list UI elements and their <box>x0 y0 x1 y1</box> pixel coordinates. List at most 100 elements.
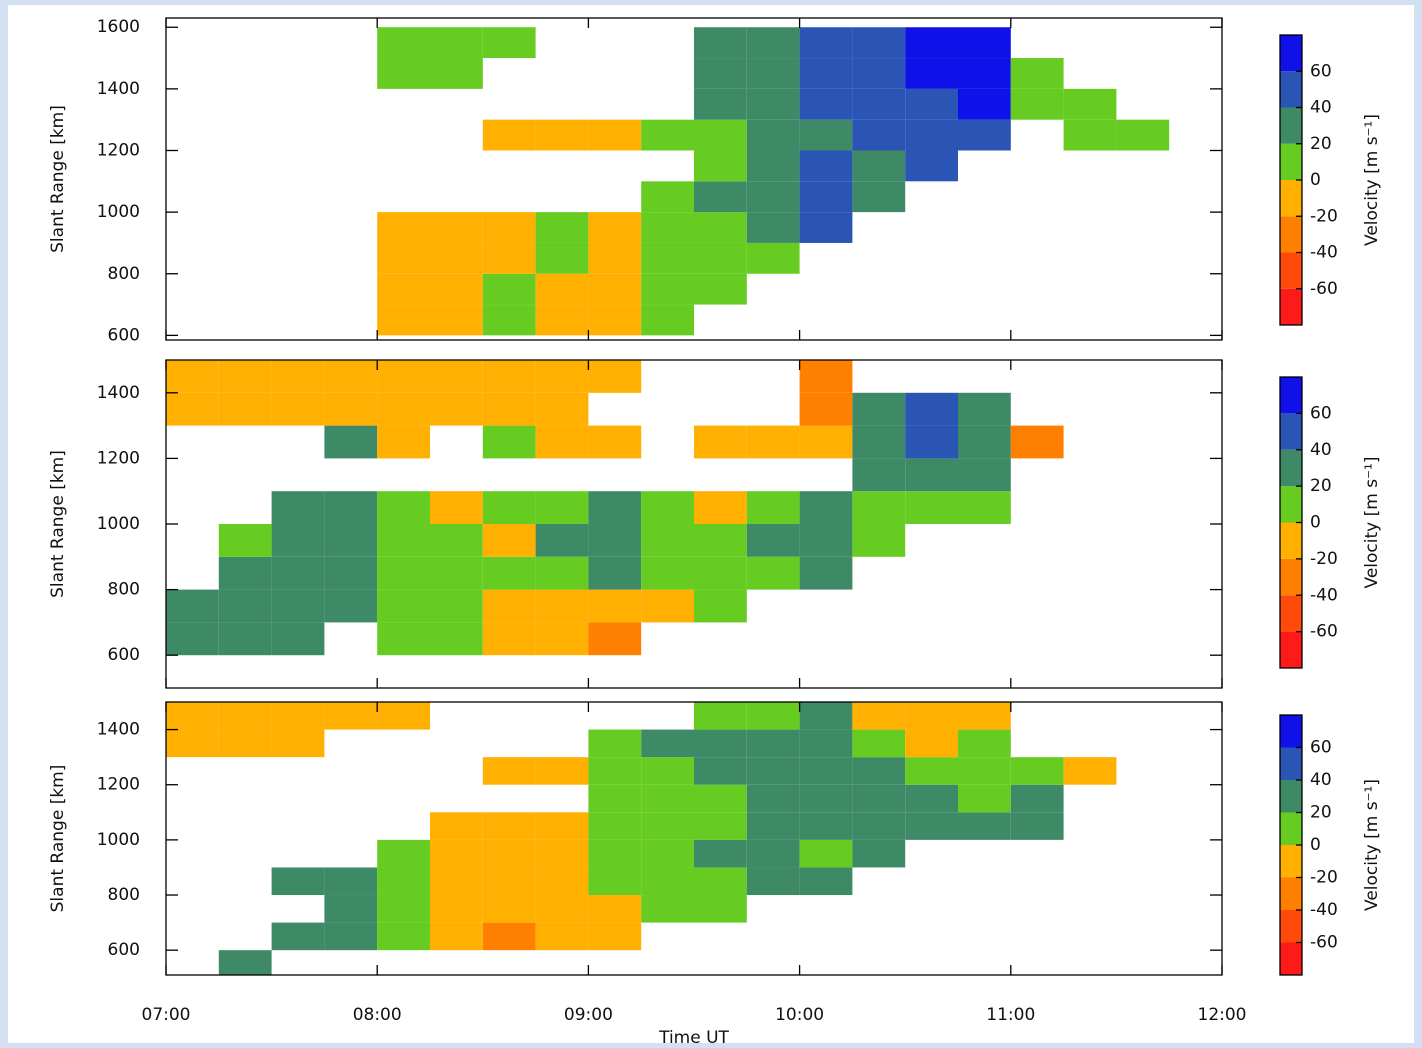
velocity-cell <box>694 812 747 840</box>
velocity-cell <box>799 425 853 459</box>
velocity-cell <box>1010 812 1064 840</box>
velocity-cell <box>746 212 800 243</box>
velocity-cell <box>905 702 958 730</box>
plot-frame <box>165 17 1223 341</box>
velocity-cell <box>430 242 483 274</box>
velocity-cell <box>799 491 853 524</box>
heatmap-cells <box>377 27 1170 336</box>
velocity-cell <box>482 425 536 459</box>
velocity-cell <box>535 273 589 305</box>
velocity-cell <box>324 589 378 623</box>
velocity-cell <box>641 212 694 243</box>
colorbar-swatch <box>1280 780 1302 813</box>
velocity-cell <box>324 360 378 393</box>
velocity-cell <box>377 895 430 923</box>
velocity-cell <box>377 622 430 656</box>
velocity-cell <box>482 27 536 59</box>
velocity-cell <box>694 702 747 730</box>
velocity-cell <box>535 304 589 336</box>
velocity-cell <box>377 867 430 896</box>
velocity-cell <box>694 839 747 868</box>
velocity-cell <box>958 491 1011 524</box>
velocity-cell <box>482 119 536 151</box>
velocity-cell <box>852 812 906 840</box>
y-tick-label: 1400 <box>97 720 140 740</box>
velocity-cell <box>430 524 483 557</box>
velocity-cell <box>799 812 853 840</box>
colorbar-swatch <box>1280 522 1302 559</box>
colorbar-swatch <box>1280 812 1302 845</box>
velocity-cell <box>641 589 694 623</box>
velocity-cell <box>430 589 483 623</box>
velocity-cell <box>218 524 272 557</box>
velocity-cell <box>694 212 747 243</box>
velocity-cell <box>1010 88 1064 120</box>
velocity-cell <box>430 812 483 840</box>
velocity-cell <box>905 812 958 840</box>
velocity-cell <box>271 392 325 426</box>
velocity-cell <box>482 922 536 951</box>
y-tick-label: 600 <box>108 940 140 960</box>
velocity-cell <box>324 702 378 730</box>
velocity-cell <box>852 491 906 524</box>
velocity-cell <box>694 150 747 182</box>
velocity-cell <box>535 757 589 785</box>
velocity-cell <box>746 491 800 524</box>
velocity-cell <box>535 212 589 243</box>
velocity-cell <box>430 392 483 426</box>
velocity-cell <box>799 88 853 120</box>
velocity-cell <box>218 360 272 393</box>
velocity-cell <box>588 119 642 151</box>
velocity-cell <box>588 784 642 813</box>
colorbar-swatch <box>1280 631 1302 668</box>
colorbar-tick-label: 0 <box>1310 835 1321 855</box>
velocity-cell <box>746 784 800 813</box>
velocity-cell <box>1063 757 1117 785</box>
velocity-cell <box>377 304 430 336</box>
velocity-cell <box>746 88 800 120</box>
colorbar-swatch <box>1280 747 1302 780</box>
velocity-cell <box>218 950 272 975</box>
velocity-cell <box>588 622 642 656</box>
velocity-cell <box>430 922 483 951</box>
velocity-cell <box>535 589 589 623</box>
velocity-cell <box>377 524 430 557</box>
velocity-cell <box>958 27 1011 59</box>
velocity-cell <box>166 392 219 426</box>
y-axis-label: Slant Range [km] <box>48 765 68 913</box>
velocity-cell <box>535 119 589 151</box>
velocity-cell <box>482 360 536 393</box>
y-tick-label: 1400 <box>97 79 140 99</box>
velocity-cell <box>588 524 642 557</box>
velocity-cell <box>430 556 483 590</box>
velocity-cell <box>694 181 747 213</box>
velocity-cell <box>482 392 536 426</box>
velocity-cell <box>746 119 800 151</box>
velocity-cell <box>430 58 483 89</box>
colorbar-swatch <box>1280 288 1302 325</box>
velocity-cell <box>377 589 430 623</box>
velocity-cell <box>852 392 906 426</box>
velocity-cell <box>694 784 747 813</box>
velocity-cell <box>1010 58 1064 89</box>
velocity-cell <box>271 622 325 656</box>
velocity-cell <box>482 212 536 243</box>
velocity-cell <box>799 392 853 426</box>
velocity-cell <box>641 242 694 274</box>
velocity-cell <box>588 589 642 623</box>
velocity-cell <box>641 119 694 151</box>
y-tick-label: 1000 <box>97 202 140 222</box>
y-tick-label: 600 <box>108 645 140 665</box>
velocity-cell <box>166 360 219 393</box>
velocity-cell <box>166 589 219 623</box>
velocity-cell <box>1063 88 1117 120</box>
velocity-cell <box>271 867 325 896</box>
velocity-cell <box>535 812 589 840</box>
velocity-cell <box>482 757 536 785</box>
velocity-cell <box>694 867 747 896</box>
velocity-cell <box>746 425 800 459</box>
velocity-cell <box>746 702 800 730</box>
velocity-cell <box>535 839 589 868</box>
velocity-cell <box>852 839 906 868</box>
